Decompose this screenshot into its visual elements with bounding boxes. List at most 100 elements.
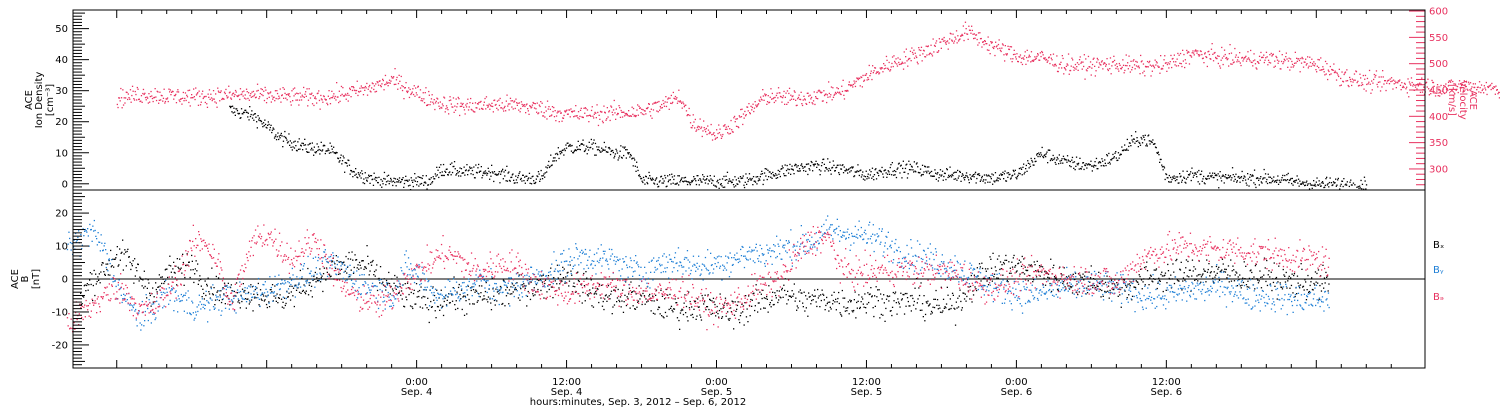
- ion-density-series-point: [676, 182, 678, 184]
- ion-density-series-point: [1310, 184, 1312, 186]
- ion-density-series-point: [1257, 177, 1259, 179]
- bx-series-point: [463, 295, 465, 297]
- bx-series-point: [499, 289, 501, 291]
- velocity-series-point: [678, 89, 680, 91]
- bx-series-point: [225, 285, 227, 287]
- ion-density-series-point: [1306, 180, 1308, 182]
- velocity-series-point: [625, 114, 627, 116]
- bx-series-point: [604, 295, 607, 297]
- velocity-series-point: [1466, 88, 1468, 90]
- bx-series-point: [413, 289, 415, 291]
- velocity-series-point: [502, 108, 504, 110]
- bx-series-point: [619, 300, 621, 303]
- velocity-series-point: [946, 40, 949, 42]
- ion-density-series-point: [352, 170, 355, 173]
- ion-density-series-point: [629, 156, 631, 158]
- velocity-series-point: [360, 90, 362, 92]
- bx-series-point: [372, 259, 374, 262]
- ion-density-series-point: [673, 178, 675, 181]
- velocity-series-point: [333, 93, 335, 95]
- bx-series-point: [128, 256, 130, 258]
- ion-density-series-point: [265, 126, 267, 129]
- ion-density-series-point: [984, 182, 986, 184]
- bx-series-point: [313, 275, 315, 278]
- velocity-series-point: [839, 93, 841, 95]
- bx-series-point: [342, 262, 344, 264]
- ion-density-series-point: [539, 180, 541, 182]
- ion-density-series-point: [735, 179, 737, 181]
- velocity-series-point: [320, 98, 323, 100]
- ion-density-series-point: [827, 170, 830, 172]
- velocity-series-point: [1205, 56, 1207, 58]
- velocity-series-point: [1270, 52, 1272, 55]
- ion-density-series-point: [862, 171, 864, 173]
- ion-density-series-point: [798, 168, 801, 170]
- velocity-series-point: [716, 129, 718, 131]
- ion-density-series-point: [948, 176, 950, 178]
- ion-density-series-point: [1231, 177, 1233, 179]
- velocity-series-point: [821, 91, 823, 93]
- velocity-series-point: [279, 88, 281, 90]
- bx-series-point: [256, 294, 259, 296]
- ion-density-series-point: [1364, 180, 1366, 182]
- velocity-series-point: [1215, 57, 1217, 60]
- velocity-series-point: [1294, 62, 1296, 64]
- velocity-series-point: [1476, 89, 1478, 91]
- velocity-series-point: [724, 124, 726, 126]
- velocity-series-point: [1375, 70, 1378, 72]
- velocity-series-point: [1024, 51, 1026, 53]
- ion-density-series-point: [1255, 177, 1258, 180]
- ion-density-series-point: [878, 170, 880, 172]
- ion-density-series-point: [1337, 179, 1339, 181]
- velocity-series-point: [1238, 60, 1240, 63]
- ion-density-series-point: [547, 164, 549, 167]
- velocity-series-point: [415, 92, 417, 94]
- velocity-series-point: [933, 44, 936, 47]
- bx-series-point: [114, 258, 116, 260]
- velocity-series-point: [1112, 61, 1114, 63]
- velocity-series-point: [1039, 52, 1041, 54]
- velocity-series-point: [149, 101, 151, 103]
- ion-density-series-point: [533, 180, 535, 182]
- ion-density-series-point: [530, 177, 532, 179]
- ion-density-series-point: [738, 180, 740, 182]
- ion-density-series-point: [650, 179, 652, 181]
- velocity-series-point: [544, 106, 547, 108]
- velocity-series-point: [284, 92, 286, 94]
- ion-density-series-point: [1319, 183, 1321, 185]
- ion-density-series-point: [1258, 179, 1260, 181]
- bx-series-point: [322, 273, 325, 275]
- velocity-series-point: [929, 52, 931, 54]
- velocity-series-point: [1493, 86, 1495, 88]
- ion-density-series-point: [938, 177, 940, 179]
- velocity-series-point: [740, 116, 743, 118]
- ion-density-series-point: [1042, 155, 1044, 158]
- ion-density-series-point: [1154, 146, 1157, 148]
- bx-series-point: [270, 289, 272, 291]
- velocity-series-point: [871, 78, 873, 81]
- bx-series-point: [207, 277, 209, 279]
- ion-density-series-point: [1015, 176, 1017, 179]
- velocity-series-point: [1210, 48, 1213, 50]
- velocity-series-point: [612, 114, 614, 116]
- bx-series-point: [617, 288, 619, 291]
- velocity-series-point: [1239, 52, 1241, 54]
- bx-series-point: [396, 276, 398, 278]
- ion-density-series-point: [1047, 162, 1049, 164]
- velocity-series-point: [504, 105, 506, 108]
- ion-density-series-point: [638, 175, 640, 177]
- bx-series-point: [418, 295, 420, 298]
- velocity-series-point: [1395, 87, 1397, 89]
- velocity-series-point: [1243, 58, 1245, 60]
- velocity-series-point: [498, 99, 500, 101]
- bx-series-point: [220, 290, 222, 292]
- velocity-series-point: [450, 99, 452, 101]
- velocity-series-point: [790, 94, 792, 96]
- velocity-series-point: [1453, 83, 1455, 85]
- ion-density-series-point: [732, 184, 735, 186]
- ion-density-series-point: [1164, 178, 1166, 181]
- ion-density-series-point: [1300, 183, 1302, 185]
- velocity-series-point: [511, 106, 513, 108]
- ion-density-series-point: [260, 120, 262, 122]
- velocity-series-point: [877, 71, 879, 73]
